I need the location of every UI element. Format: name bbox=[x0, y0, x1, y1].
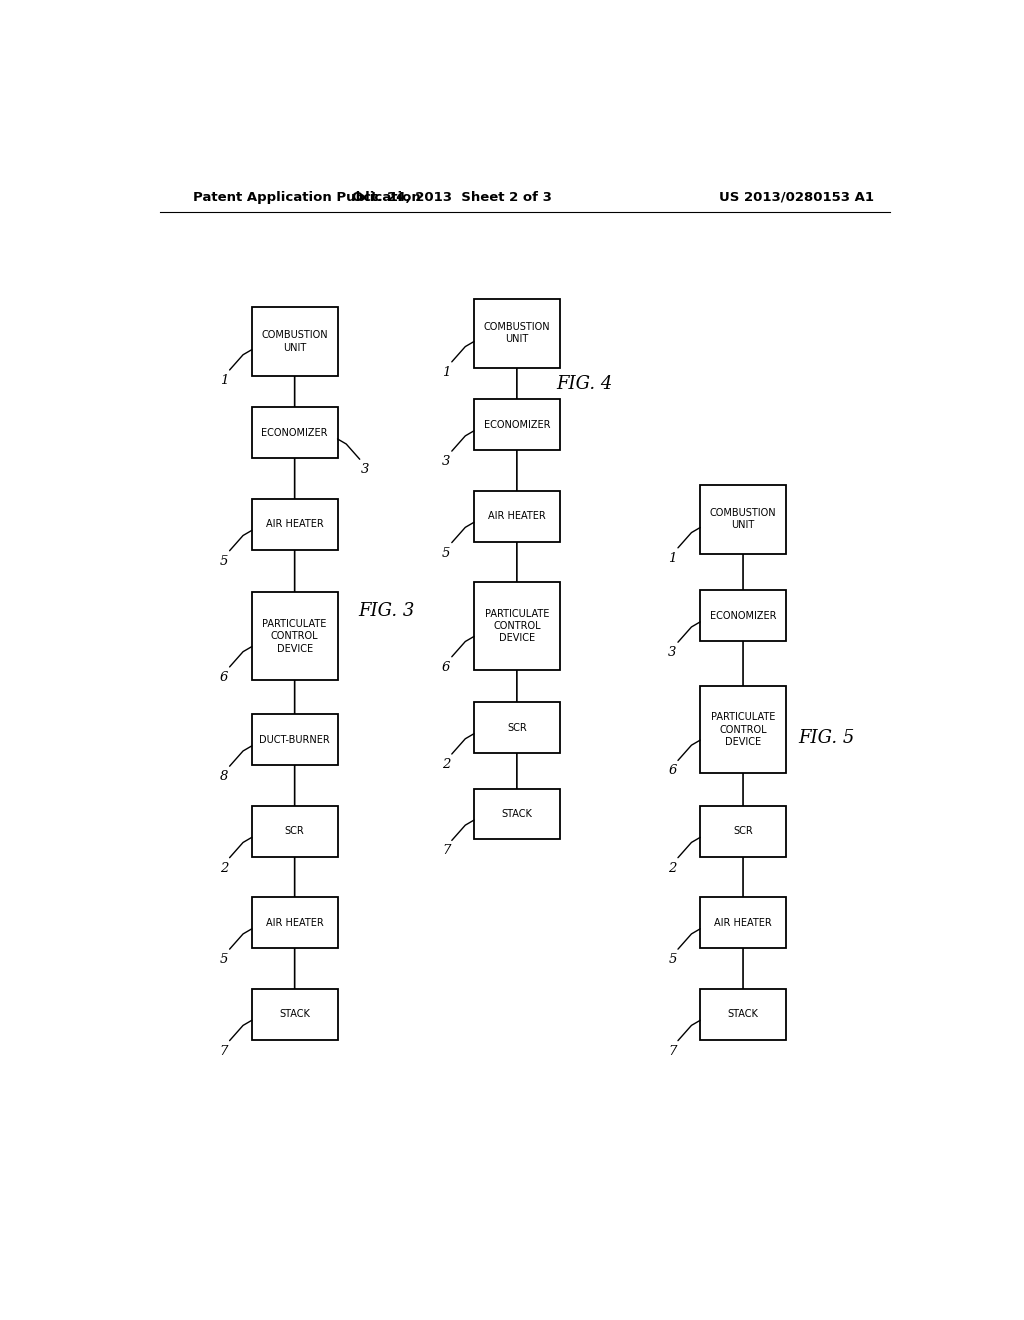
Bar bbox=[700, 590, 785, 642]
Text: US 2013/0280153 A1: US 2013/0280153 A1 bbox=[719, 190, 874, 203]
Text: 6: 6 bbox=[669, 764, 677, 777]
Bar bbox=[474, 491, 560, 541]
Text: SCR: SCR bbox=[507, 722, 526, 733]
Text: COMBUSTION
UNIT: COMBUSTION UNIT bbox=[710, 508, 776, 531]
Bar bbox=[474, 298, 560, 368]
Text: 6: 6 bbox=[442, 661, 451, 673]
Text: 3: 3 bbox=[361, 463, 370, 477]
Bar bbox=[700, 989, 785, 1040]
Bar bbox=[252, 898, 338, 948]
Bar bbox=[252, 408, 338, 458]
Text: DUCT-BURNER: DUCT-BURNER bbox=[259, 735, 330, 744]
Text: ECONOMIZER: ECONOMIZER bbox=[261, 428, 328, 438]
Bar bbox=[252, 593, 338, 680]
Text: 5: 5 bbox=[220, 953, 228, 966]
Bar bbox=[252, 805, 338, 857]
Text: ECONOMIZER: ECONOMIZER bbox=[483, 420, 550, 430]
Text: 7: 7 bbox=[442, 845, 451, 858]
Text: ECONOMIZER: ECONOMIZER bbox=[710, 611, 776, 620]
Text: 1: 1 bbox=[669, 552, 677, 565]
Text: 2: 2 bbox=[220, 862, 228, 875]
Text: AIR HEATER: AIR HEATER bbox=[714, 917, 772, 928]
Text: SCR: SCR bbox=[285, 826, 304, 837]
Bar bbox=[700, 805, 785, 857]
Text: FIG. 5: FIG. 5 bbox=[799, 729, 855, 747]
Text: SCR: SCR bbox=[733, 826, 753, 837]
Text: FIG. 4: FIG. 4 bbox=[557, 375, 613, 393]
Text: STACK: STACK bbox=[502, 809, 532, 818]
Text: 5: 5 bbox=[220, 554, 228, 568]
Text: 7: 7 bbox=[669, 1044, 677, 1057]
Bar bbox=[474, 702, 560, 752]
Text: AIR HEATER: AIR HEATER bbox=[266, 519, 324, 529]
Bar bbox=[252, 989, 338, 1040]
Text: 1: 1 bbox=[442, 366, 451, 379]
Text: Patent Application Publication: Patent Application Publication bbox=[194, 190, 421, 203]
Bar bbox=[474, 399, 560, 450]
Text: 2: 2 bbox=[442, 758, 451, 771]
Text: PARTICULATE
CONTROL
DEVICE: PARTICULATE CONTROL DEVICE bbox=[711, 713, 775, 747]
Bar bbox=[252, 306, 338, 376]
Text: STACK: STACK bbox=[280, 1010, 310, 1019]
Text: STACK: STACK bbox=[728, 1010, 759, 1019]
Text: FIG. 3: FIG. 3 bbox=[358, 602, 415, 619]
Bar bbox=[474, 788, 560, 840]
Text: COMBUSTION
UNIT: COMBUSTION UNIT bbox=[483, 322, 550, 345]
Text: AIR HEATER: AIR HEATER bbox=[266, 917, 324, 928]
Text: 5: 5 bbox=[442, 546, 451, 560]
Text: PARTICULATE
CONTROL
DEVICE: PARTICULATE CONTROL DEVICE bbox=[484, 609, 549, 643]
Bar bbox=[700, 898, 785, 948]
Bar bbox=[474, 582, 560, 669]
Text: 7: 7 bbox=[220, 1044, 228, 1057]
Text: AIR HEATER: AIR HEATER bbox=[488, 511, 546, 521]
Text: 1: 1 bbox=[220, 374, 228, 387]
Text: 3: 3 bbox=[669, 647, 677, 659]
Text: 5: 5 bbox=[669, 953, 677, 966]
Text: 8: 8 bbox=[220, 771, 228, 783]
Text: PARTICULATE
CONTROL
DEVICE: PARTICULATE CONTROL DEVICE bbox=[262, 619, 327, 653]
Text: 2: 2 bbox=[669, 862, 677, 875]
Text: Oct. 24, 2013  Sheet 2 of 3: Oct. 24, 2013 Sheet 2 of 3 bbox=[352, 190, 552, 203]
Text: COMBUSTION
UNIT: COMBUSTION UNIT bbox=[261, 330, 328, 352]
Text: 6: 6 bbox=[220, 671, 228, 684]
Bar bbox=[252, 714, 338, 766]
Bar bbox=[700, 686, 785, 774]
Text: 3: 3 bbox=[442, 455, 451, 469]
Bar bbox=[700, 484, 785, 554]
Bar bbox=[252, 499, 338, 549]
